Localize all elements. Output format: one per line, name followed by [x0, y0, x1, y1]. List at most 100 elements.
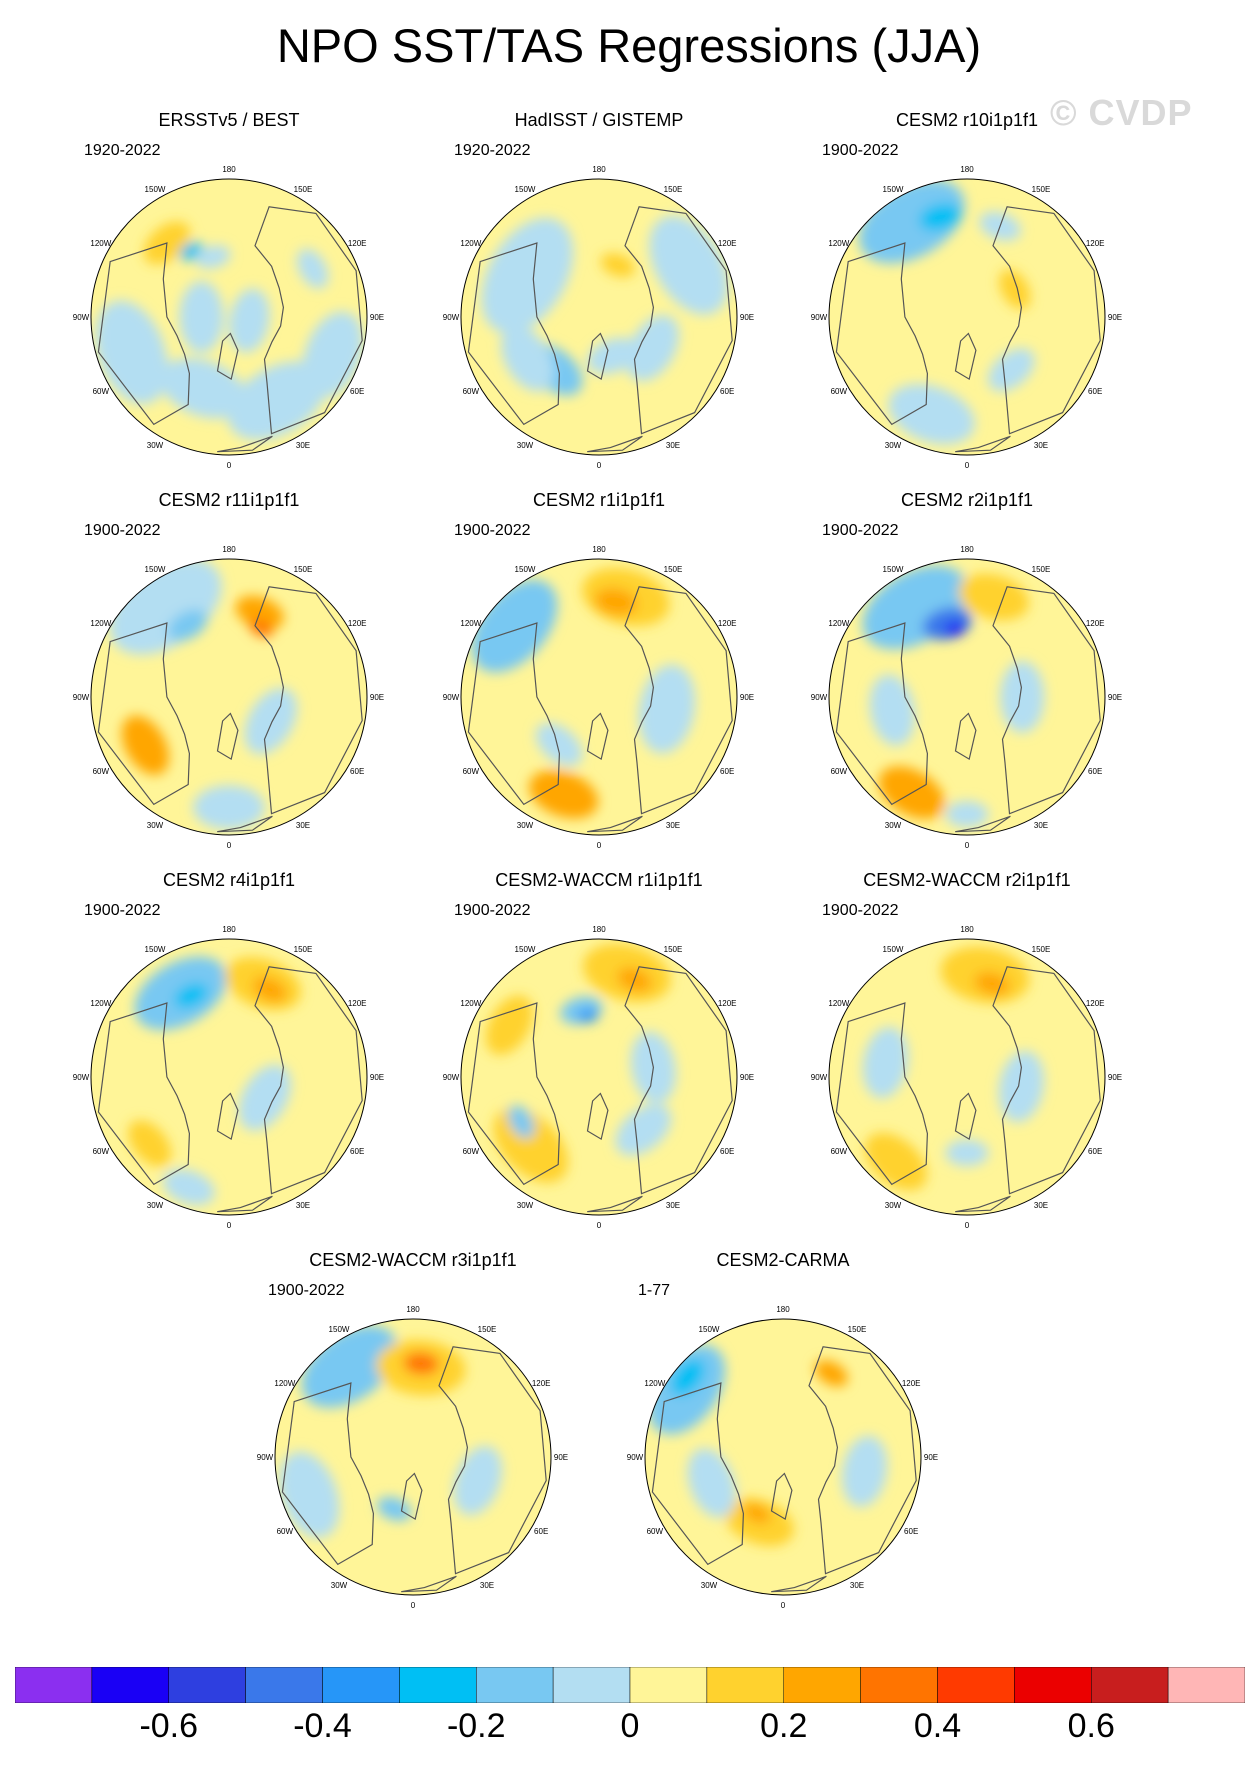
lon-label: 60W: [831, 1147, 848, 1156]
colorbar-tick-label: -0.4: [293, 1707, 352, 1746]
lon-label: 30W: [147, 821, 164, 830]
lon-label: 90E: [370, 313, 384, 322]
polar-map: 180 150E 120E 90E 60E 30E 0 30W 60W 90W 120W 150W: [414, 525, 784, 870]
map-panel: CESM2 r10i1p1f1 1900-2022 180 150E 120E 90E 60…: [782, 110, 1152, 490]
map-panel: CESM2-WACCM r3i1p1f1 1900-2022 180 150E 120E…: [228, 1250, 598, 1630]
lon-label: 180: [222, 165, 236, 174]
lon-label: 60E: [534, 1527, 548, 1536]
polar-map: 180 150E 120E 90E 60E 30E 0 30W 60W 90W 120W 150W: [414, 145, 784, 490]
lon-label: 30E: [296, 441, 310, 450]
colorbar-swatch: [861, 1667, 938, 1703]
lon-label: 120E: [348, 239, 367, 248]
lon-label: 120W: [828, 999, 849, 1008]
map-panel: CESM2 r2i1p1f1 1900-2022 180 150E 120E 90E 60E…: [782, 490, 1152, 870]
anomaly-region: [945, 801, 988, 827]
lon-label: 90W: [73, 693, 90, 702]
lon-label: 150W: [145, 945, 166, 954]
lon-label: 30W: [885, 441, 902, 450]
lon-label: 150E: [664, 945, 683, 954]
lon-label: 60E: [1088, 1147, 1102, 1156]
lon-label: 150W: [145, 185, 166, 194]
lon-label: 90W: [443, 1073, 460, 1082]
panel-title: CESM2 r11i1p1f1: [44, 490, 414, 511]
lon-label: 30E: [1034, 441, 1048, 450]
lon-label: 60E: [350, 767, 364, 776]
lon-label: 90W: [443, 693, 460, 702]
lon-label: 60W: [93, 387, 110, 396]
lon-label: 120W: [460, 239, 481, 248]
lon-label: 180: [406, 1305, 420, 1314]
colorbar-swatch: [938, 1667, 1015, 1703]
lon-label: 90W: [627, 1453, 644, 1462]
polar-map: 180 150E 120E 90E 60E 30E 0 30W 60W 90W 120W 150W: [44, 145, 414, 490]
polar-map: 180 150E 120E 90E 60E 30E 0 30W 60W 90W 120W 150W: [782, 905, 1152, 1250]
lon-label: 150W: [145, 565, 166, 574]
lon-label: 60W: [831, 387, 848, 396]
lon-label: 150E: [848, 1325, 867, 1334]
colorbar-swatch: [1168, 1667, 1245, 1703]
lon-label: 0: [411, 1601, 416, 1610]
lon-label: 150W: [699, 1325, 720, 1334]
lon-label: 90W: [257, 1453, 274, 1462]
lon-label: 120W: [460, 999, 481, 1008]
lon-label: 180: [960, 165, 974, 174]
lon-label: 0: [597, 1221, 602, 1230]
colorbar-tick-label: 0.4: [914, 1707, 961, 1746]
lon-label: 60E: [904, 1527, 918, 1536]
lon-label: 30E: [1034, 821, 1048, 830]
lon-label: 150E: [664, 185, 683, 194]
lon-label: 90E: [1108, 693, 1122, 702]
panel-title: CESM2-CARMA: [598, 1250, 968, 1271]
lon-label: 0: [597, 841, 602, 850]
lon-label: 60W: [647, 1527, 664, 1536]
panel-title: CESM2 r1i1p1f1: [414, 490, 784, 511]
lon-label: 60W: [831, 767, 848, 776]
lon-label: 30E: [666, 441, 680, 450]
anomaly-region: [945, 1140, 988, 1166]
colorbar-swatch: [92, 1667, 169, 1703]
colorbar-swatch: [707, 1667, 784, 1703]
lon-label: 150W: [883, 565, 904, 574]
polar-map: 180 150E 120E 90E 60E 30E 0 30W 60W 90W 120W 150W: [782, 525, 1152, 870]
map-panel: CESM2-WACCM r2i1p1f1 1900-2022 180 150E 120E…: [782, 870, 1152, 1250]
colorbar-swatch: [15, 1667, 92, 1703]
lon-label: 30E: [296, 1201, 310, 1210]
lon-label: 120E: [1086, 239, 1105, 248]
polar-map: 180 150E 120E 90E 60E 30E 0 30W 60W 90W 120W 150W: [44, 525, 414, 870]
lon-label: 90W: [73, 313, 90, 322]
colorbar-swatch: [246, 1667, 323, 1703]
polar-map: 180 150E 120E 90E 60E 30E 0 30W 60W 90W 120W 150W: [414, 905, 784, 1250]
lon-label: 30E: [666, 1201, 680, 1210]
lon-label: 180: [960, 545, 974, 554]
lon-label: 30W: [885, 821, 902, 830]
lon-label: 0: [965, 461, 970, 470]
lon-label: 180: [592, 545, 606, 554]
lon-label: 120E: [718, 619, 737, 628]
lon-label: 0: [227, 461, 232, 470]
lon-label: 30E: [1034, 1201, 1048, 1210]
polar-map: 180 150E 120E 90E 60E 30E 0 30W 60W 90W 120W 150W: [598, 1285, 968, 1630]
lon-label: 120W: [90, 619, 111, 628]
map-panel: CESM2 r11i1p1f1 1900-2022 180 150E 120E 90E 60…: [44, 490, 414, 870]
colorbar-tick-label: -0.6: [139, 1707, 198, 1746]
lon-label: 90W: [811, 1073, 828, 1082]
colorbar-tick-label: 0.2: [760, 1707, 807, 1746]
lon-label: 120E: [718, 999, 737, 1008]
lon-label: 0: [227, 841, 232, 850]
lon-label: 60E: [350, 1147, 364, 1156]
panel-title: ERSSTv5 / BEST: [44, 110, 414, 131]
lon-label: 120W: [644, 1379, 665, 1388]
lon-label: 30W: [517, 821, 534, 830]
panel-title: CESM2 r2i1p1f1: [782, 490, 1152, 511]
lon-label: 90W: [443, 313, 460, 322]
lon-label: 90W: [811, 313, 828, 322]
lon-label: 120E: [1086, 619, 1105, 628]
lon-label: 60E: [720, 387, 734, 396]
colorbar-swatch: [1091, 1667, 1168, 1703]
map-panel: CESM2-WACCM r1i1p1f1 1900-2022 180 150E 120E…: [414, 870, 784, 1250]
lon-label: 60W: [93, 767, 110, 776]
lon-label: 90E: [740, 693, 754, 702]
lon-label: 30W: [147, 441, 164, 450]
lon-label: 150E: [1032, 565, 1051, 574]
lon-label: 60E: [1088, 767, 1102, 776]
